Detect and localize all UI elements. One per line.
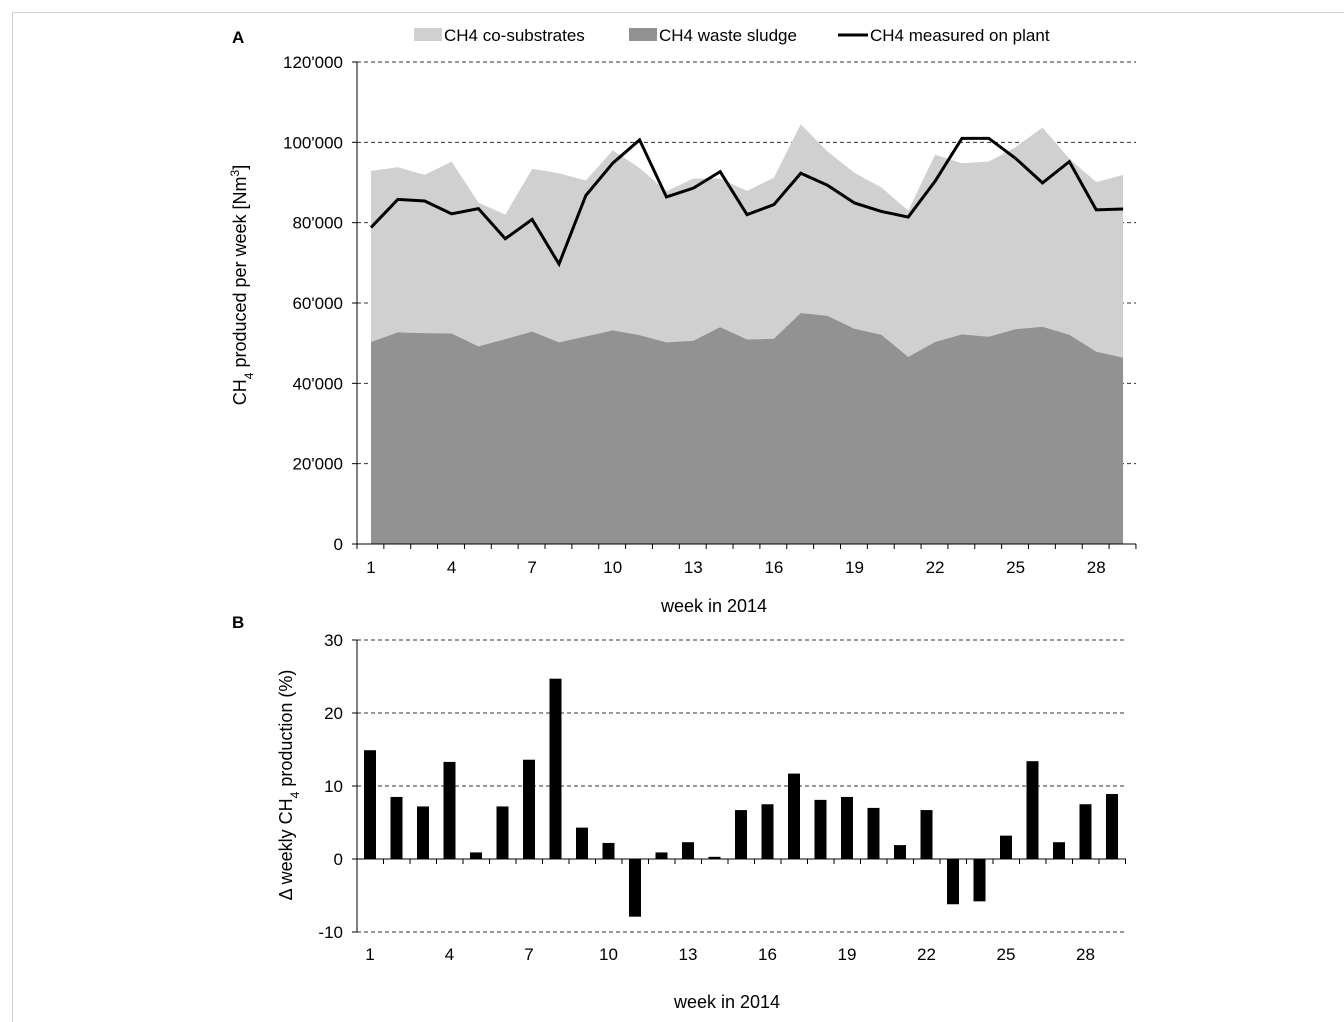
bar bbox=[390, 796, 403, 859]
y-tick-label: 80'000 bbox=[292, 214, 343, 233]
y-tick-label: 40'000 bbox=[292, 374, 343, 393]
bar bbox=[708, 856, 721, 859]
x-tick-label: 4 bbox=[445, 945, 454, 964]
bar bbox=[867, 807, 880, 859]
figure-frame bbox=[12, 12, 1344, 1022]
bar bbox=[549, 678, 562, 859]
legend-label-co-substrates: CH4 co-substrates bbox=[444, 26, 585, 45]
panel-b-label: B bbox=[232, 613, 244, 632]
bar bbox=[1000, 835, 1012, 859]
y-tick-label: -10 bbox=[318, 923, 343, 942]
y-tick-label: 10 bbox=[324, 777, 343, 796]
panel-b: B -10 0 10 20 30 1 4 7 10 13 16 19 22 25 28 Δ weekly … bbox=[232, 613, 1126, 1012]
bar bbox=[417, 806, 429, 859]
x-tick-label: 16 bbox=[764, 558, 783, 577]
bar bbox=[814, 799, 827, 859]
panel-b-x-tick-labels: 1 4 7 10 13 16 19 22 25 28 bbox=[365, 945, 1095, 964]
bar bbox=[1053, 842, 1065, 859]
x-tick-label: 13 bbox=[684, 558, 703, 577]
bar bbox=[894, 845, 906, 859]
bar bbox=[841, 796, 853, 859]
x-tick-label: 19 bbox=[845, 558, 864, 577]
x-tick-label: 25 bbox=[997, 945, 1016, 964]
bar bbox=[920, 810, 933, 859]
line-measured-on-plant bbox=[369, 136, 1124, 268]
bar bbox=[973, 859, 986, 902]
panel-a-areas bbox=[371, 124, 1124, 544]
bar bbox=[602, 842, 615, 859]
panel-b-bars bbox=[364, 678, 1118, 917]
y-tick-label: 30 bbox=[324, 631, 343, 650]
bar bbox=[947, 859, 959, 905]
x-tick-label: 25 bbox=[1006, 558, 1025, 577]
x-tick-label: 22 bbox=[917, 945, 936, 964]
panel-b-x-axis-label: week in 2014 bbox=[673, 992, 780, 1012]
panel-a-x-tick-labels: 1 4 7 10 13 16 19 22 25 28 bbox=[366, 558, 1105, 577]
bar bbox=[655, 852, 668, 859]
x-tick-label: 10 bbox=[599, 945, 618, 964]
area-waste-sludge bbox=[371, 313, 1124, 544]
panel-b-y-tick-labels: -10 0 10 20 30 bbox=[318, 631, 343, 942]
x-tick-label: 28 bbox=[1076, 945, 1095, 964]
bar bbox=[496, 806, 509, 859]
legend-swatch-waste-sludge bbox=[629, 28, 657, 41]
x-tick-label: 7 bbox=[524, 945, 533, 964]
panel-a-legend: CH4 co-substrates CH4 waste sludge CH4 m… bbox=[414, 26, 1050, 45]
y-tick-label: 120'000 bbox=[283, 53, 343, 72]
bar bbox=[523, 759, 535, 859]
x-tick-label: 16 bbox=[758, 945, 777, 964]
x-tick-label: 28 bbox=[1087, 558, 1106, 577]
x-tick-label: 10 bbox=[603, 558, 622, 577]
x-tick-label: 1 bbox=[366, 558, 375, 577]
bar bbox=[735, 810, 747, 859]
bar bbox=[1079, 804, 1092, 859]
bar bbox=[443, 761, 456, 859]
x-tick-label: 4 bbox=[447, 558, 456, 577]
panel-a-x-axis-label: week in 2014 bbox=[660, 596, 767, 616]
bar bbox=[576, 827, 588, 859]
x-tick-label: 13 bbox=[679, 945, 698, 964]
bar bbox=[788, 773, 800, 859]
y-tick-label: 0 bbox=[334, 535, 343, 554]
bar bbox=[682, 842, 694, 859]
y-tick-label: 20'000 bbox=[292, 455, 343, 474]
y-tick-label: 0 bbox=[334, 850, 343, 869]
panel-b-gridlines bbox=[357, 639, 1126, 933]
y-tick-label: 20 bbox=[324, 704, 343, 723]
panel-a-line-series bbox=[369, 136, 1124, 268]
bar bbox=[1106, 794, 1118, 859]
bar bbox=[1026, 761, 1039, 859]
y-tick-label: 100'000 bbox=[283, 133, 343, 152]
legend-swatch-co-substrates bbox=[414, 28, 442, 41]
legend-label-measured: CH4 measured on plant bbox=[870, 26, 1050, 45]
panel-b-y-axis-label: Δ weekly CH4 production (%) bbox=[276, 670, 302, 901]
panel-a-y-tick-labels: 0 20'000 40'000 60'000 80'000 100'000 120'000 bbox=[283, 53, 343, 554]
bar bbox=[629, 859, 641, 917]
bar bbox=[364, 750, 376, 859]
panel-a: A 0 20'000 40'000 60'000 80'000 100'000 120'00… bbox=[228, 26, 1137, 616]
panel-b-axes bbox=[352, 639, 1126, 933]
x-tick-label: 22 bbox=[926, 558, 945, 577]
panel-a-y-axis-label: CH4 produced per week [Nm3] bbox=[228, 165, 256, 405]
area-co-substrates bbox=[371, 124, 1124, 358]
panel-a-axes bbox=[352, 61, 1137, 549]
panel-a-label: A bbox=[232, 28, 244, 47]
legend-label-waste-sludge: CH4 waste sludge bbox=[659, 26, 797, 45]
bar bbox=[470, 852, 482, 859]
y-tick-label: 60'000 bbox=[292, 294, 343, 313]
bar bbox=[761, 804, 774, 859]
x-tick-label: 19 bbox=[838, 945, 857, 964]
x-tick-label: 7 bbox=[527, 558, 536, 577]
x-tick-label: 1 bbox=[365, 945, 374, 964]
